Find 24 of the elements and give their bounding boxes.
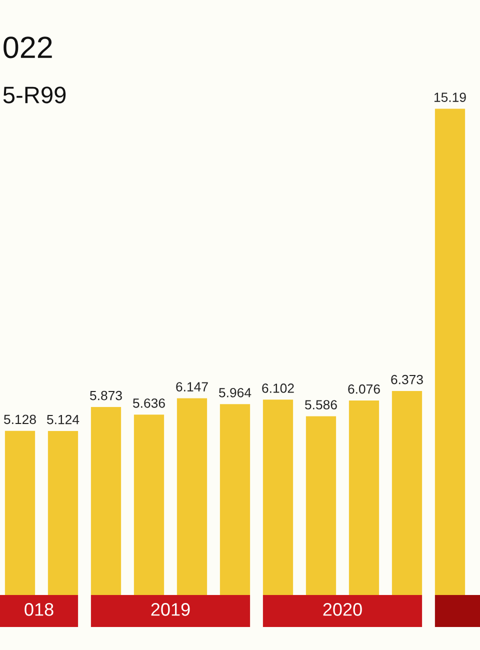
- text: 2019: [151, 603, 190, 616]
- text: 2020: [323, 603, 362, 616]
- bar: [90, 407, 122, 595]
- chart-subtitle: 5-R99: [3, 86, 66, 104]
- data-label: 5.586: [305, 400, 337, 410]
- data-label: 6.102: [262, 384, 294, 393]
- text: 018: [24, 603, 54, 616]
- data-label: 5.124: [47, 414, 80, 424]
- bar: [220, 404, 250, 595]
- data-label: 5.873: [90, 390, 122, 400]
- data-label: 15.19: [434, 92, 466, 102]
- data-label: 5.636: [133, 398, 165, 408]
- bar: [348, 400, 380, 595]
- bar: [392, 390, 422, 595]
- data-label: 5.964: [219, 388, 252, 398]
- bar: [262, 400, 294, 595]
- data-label: 5.128: [4, 414, 36, 424]
- bar: [134, 414, 164, 595]
- bar: [306, 416, 336, 595]
- chart-title: 022: [4, 36, 52, 58]
- data-label: 6.373: [391, 374, 423, 384]
- data-label: 6.147: [176, 382, 208, 392]
- bar: [176, 398, 208, 595]
- data-label: 6.076: [348, 384, 380, 394]
